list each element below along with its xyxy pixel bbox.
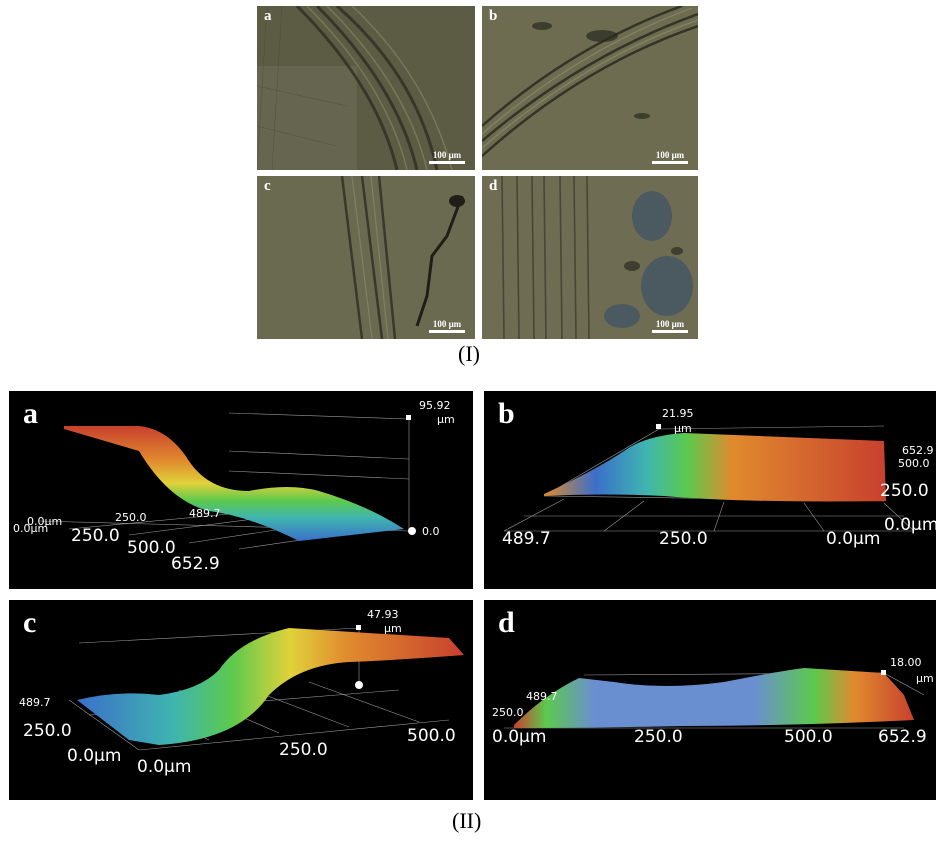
axis-tick: 0.0μm bbox=[826, 529, 880, 549]
micrograph-c-texture bbox=[257, 176, 475, 339]
profile-3d-b: b 21.95 μm 489.7 250.0 0.0μm 0.0μm 250.0… bbox=[484, 391, 936, 589]
scale-bar: 100 μm bbox=[652, 150, 688, 164]
height-unit-label: μm bbox=[916, 672, 934, 685]
axis-tick: 500.0 bbox=[898, 457, 930, 470]
axis-tick: 250.0 bbox=[115, 511, 147, 524]
axis-tick: 250.0 bbox=[279, 740, 328, 760]
profile-letter: c bbox=[23, 606, 36, 640]
axis-tick: 489.7 bbox=[189, 507, 221, 520]
axis-tick: 652.9 bbox=[878, 727, 927, 747]
axis-tick: 0.0μm bbox=[13, 522, 48, 535]
profile-letter: b bbox=[498, 397, 515, 431]
micrograph-letter: d bbox=[489, 178, 497, 195]
micrograph-d: d 100 μm bbox=[482, 176, 698, 339]
axis-tick: 250.0 bbox=[659, 529, 708, 549]
axis-tick: 500.0 bbox=[127, 538, 176, 558]
axis-tick: 0.0μm bbox=[492, 727, 546, 747]
profile-b-surface bbox=[484, 391, 936, 589]
axis-tick: 652.9 bbox=[902, 444, 934, 457]
scale-bar-label: 100 μm bbox=[652, 150, 688, 160]
height-max-label: 47.93 bbox=[367, 608, 399, 621]
part-label-II: (II) bbox=[452, 808, 481, 834]
axis-tick: 0.0μm bbox=[884, 515, 936, 535]
axis-tick: 250.0 bbox=[634, 727, 683, 747]
profile-3d-a: a 95.92 μm 0.0 0.0μm 0.0μm 250.0 500.0 6… bbox=[9, 391, 473, 589]
scale-bar-label: 100 μm bbox=[429, 150, 465, 160]
height-max-label: 21.95 bbox=[662, 407, 694, 420]
micrograph-c: c 100 μm bbox=[257, 176, 475, 339]
scale-bar-label: 100 μm bbox=[429, 319, 465, 329]
scale-bar-line bbox=[429, 330, 465, 333]
scale-bar: 100 μm bbox=[429, 150, 465, 164]
profile-letter: d bbox=[498, 606, 515, 640]
height-unit-label: μm bbox=[437, 413, 455, 426]
axis-tick: 0.0μm bbox=[137, 757, 191, 777]
axis-tick: 500.0 bbox=[407, 726, 456, 746]
scale-bar-line bbox=[429, 161, 465, 164]
axis-tick: 489.7 bbox=[502, 529, 551, 549]
micrograph-letter: b bbox=[489, 8, 497, 25]
axis-tick: 250.0 bbox=[492, 706, 524, 719]
scale-bar-label: 100 μm bbox=[652, 319, 688, 329]
micrograph-a-texture bbox=[257, 6, 475, 170]
height-unit-label: μm bbox=[674, 422, 692, 435]
axis-tick: 0.0μm bbox=[67, 746, 121, 766]
micrograph-letter: c bbox=[264, 178, 271, 195]
scale-bar-line bbox=[652, 330, 688, 333]
axis-tick: 652.9 bbox=[171, 554, 220, 574]
axis-tick: 489.7 bbox=[19, 696, 51, 709]
profile-letter: a bbox=[23, 397, 38, 431]
micrograph-b: b 100 μm bbox=[482, 6, 698, 170]
axis-tick: 250.0 bbox=[23, 721, 72, 741]
height-max-label: 18.00 bbox=[890, 656, 922, 669]
height-unit-label: μm bbox=[384, 622, 402, 635]
micrograph-d-texture bbox=[482, 176, 698, 339]
micrograph-b-texture bbox=[482, 6, 698, 170]
height-min-label: 0.0 bbox=[422, 525, 440, 538]
scale-bar: 100 μm bbox=[429, 319, 465, 333]
axis-tick: 489.7 bbox=[526, 690, 558, 703]
axis-tick: 250.0 bbox=[71, 526, 120, 546]
scale-bar: 100 μm bbox=[652, 319, 688, 333]
profile-3d-c: c 47.93 μm 489.7 250.0 0.0μm 0.0μm 250.0… bbox=[9, 600, 473, 800]
axis-tick: 500.0 bbox=[784, 727, 833, 747]
height-max-label: 95.92 bbox=[419, 399, 451, 412]
axis-tick: 250.0 bbox=[880, 481, 929, 501]
part-label-I: (I) bbox=[458, 341, 480, 367]
scale-bar-line bbox=[652, 161, 688, 164]
profile-a-surface bbox=[9, 391, 473, 589]
micrograph-a: a 100 μm bbox=[257, 6, 475, 170]
profile-3d-d: d 18.00 μm 489.7 250.0 0.0μm 250.0 500.0… bbox=[484, 600, 936, 800]
profile-c-surface bbox=[9, 600, 473, 800]
micrograph-letter: a bbox=[264, 8, 272, 25]
